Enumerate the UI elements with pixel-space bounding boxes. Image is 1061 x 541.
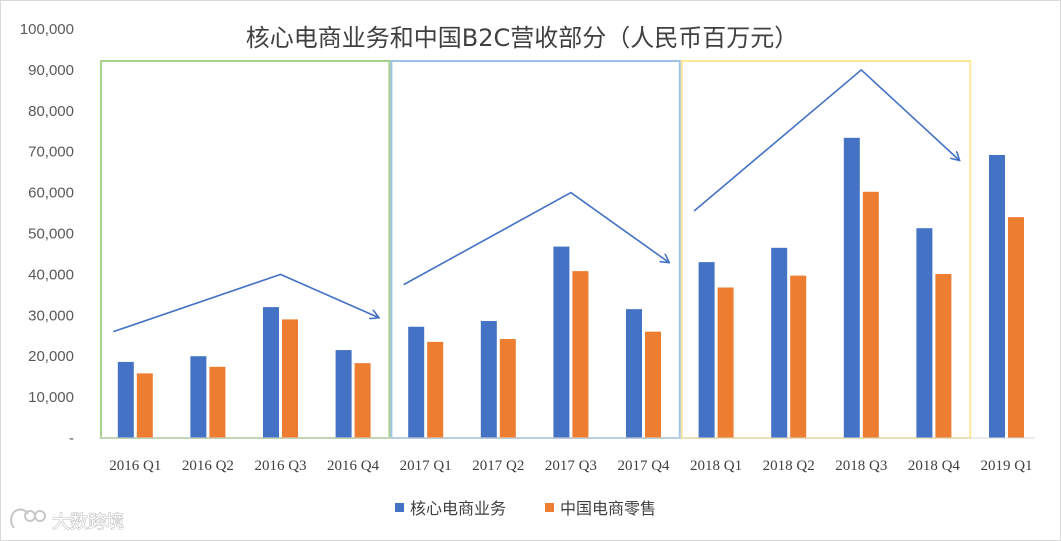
x-tick-label: 2016 Q1 bbox=[109, 458, 161, 474]
year-group-boxes bbox=[100, 60, 972, 439]
bar-core-2017-q1 bbox=[408, 326, 425, 438]
x-tick-label: 2018 Q2 bbox=[763, 458, 815, 474]
y-tick-label: 50,000 bbox=[28, 226, 74, 243]
legend: 核心电商业务 中国电商零售 bbox=[395, 499, 656, 518]
x-tick-label: 2017 Q3 bbox=[545, 458, 597, 474]
trend-arrow-1 bbox=[113, 273, 378, 333]
x-tick-label: 2016 Q3 bbox=[254, 458, 306, 474]
y-tick-label: 80,000 bbox=[28, 103, 74, 120]
bar-core-2018-q3 bbox=[843, 137, 860, 438]
bar-retail-2018-q2 bbox=[790, 275, 807, 438]
legend-label-china-retail: 中国电商零售 bbox=[560, 499, 656, 518]
watermark: 大数跨境 bbox=[10, 508, 125, 534]
y-tick-label: 10,000 bbox=[28, 389, 74, 406]
x-tick-label: 2018 Q3 bbox=[835, 458, 887, 474]
x-tick-label: 2017 Q2 bbox=[472, 458, 524, 474]
x-tick-label: 2018 Q1 bbox=[690, 458, 742, 474]
y-axis: - 10,000 20,000 30,000 40,000 50,000 60,000 70,… bbox=[20, 21, 74, 447]
bar-retail-2016-q1 bbox=[136, 373, 153, 438]
x-tick-label: 2017 Q4 bbox=[617, 458, 670, 474]
bar-retail-2016-q4 bbox=[354, 363, 371, 438]
y-tick-label: 70,000 bbox=[28, 144, 74, 161]
trend-arrow-3 bbox=[693, 68, 959, 212]
bar-retail-2017-q3 bbox=[572, 271, 589, 438]
bar-core-2018-q1 bbox=[698, 262, 715, 438]
bar-retail-2017-q2 bbox=[499, 339, 516, 438]
bar-retail-2017-q4 bbox=[645, 331, 661, 438]
trend-arrows bbox=[113, 68, 959, 333]
bar-retail-2018-q4 bbox=[935, 273, 952, 438]
bar-core-2017-q4 bbox=[626, 309, 642, 438]
bar-core-2016-q2 bbox=[190, 356, 207, 438]
bar-core-2018-q4 bbox=[916, 228, 933, 438]
y-tick-label: 40,000 bbox=[28, 266, 74, 283]
bar-retail-2016-q3 bbox=[282, 319, 298, 438]
bar-core-2017-q3 bbox=[553, 246, 570, 438]
bar-core-2017-q2 bbox=[480, 321, 497, 438]
trend-arrow-2 bbox=[403, 191, 669, 286]
legend-label-core-ecommerce: 核心电商业务 bbox=[410, 499, 506, 518]
chart-title: 核心电商业务和中国B2C营收部分（人民币百万元） bbox=[246, 24, 799, 52]
y-tick-label: 20,000 bbox=[28, 348, 74, 365]
bar-core-2019-q1 bbox=[989, 154, 1005, 439]
x-tick-label: 2016 Q4 bbox=[327, 458, 380, 474]
bar-core-2016-q1 bbox=[117, 361, 134, 438]
y-tick-label: 100,000 bbox=[20, 21, 74, 38]
bar-retail-2016-q2 bbox=[209, 366, 226, 438]
x-tick-label: 2018 Q4 bbox=[908, 458, 961, 474]
bar-retail-2018-q3 bbox=[862, 191, 879, 438]
y-tick-label: - bbox=[69, 430, 74, 447]
y-tick-label: 60,000 bbox=[28, 185, 74, 202]
bar-retail-2019-q1 bbox=[1008, 217, 1024, 438]
bar-series bbox=[117, 137, 1024, 439]
x-tick-label: 2017 Q1 bbox=[400, 458, 452, 474]
bar-core-2018-q2 bbox=[771, 247, 788, 438]
y-tick-label: 90,000 bbox=[28, 62, 74, 79]
watermark-logo-icon bbox=[10, 508, 46, 529]
bar-core-2016-q3 bbox=[263, 307, 279, 438]
bar-core-2016-q4 bbox=[335, 350, 352, 438]
y-tick-label: 30,000 bbox=[28, 307, 74, 324]
x-tick-label: 2016 Q2 bbox=[182, 458, 234, 474]
bar-retail-2017-q1 bbox=[427, 341, 444, 438]
watermark-text: 大数跨境 bbox=[52, 512, 124, 533]
legend-swatch-core-ecommerce bbox=[395, 503, 404, 512]
x-tick-label: 2019 Q1 bbox=[980, 458, 1032, 474]
bar-retail-2018-q1 bbox=[717, 287, 734, 438]
x-axis: 2016 Q1 2016 Q2 2016 Q3 2016 Q4 2017 Q1 2017 … bbox=[109, 458, 1032, 474]
legend-swatch-china-retail bbox=[545, 503, 554, 512]
